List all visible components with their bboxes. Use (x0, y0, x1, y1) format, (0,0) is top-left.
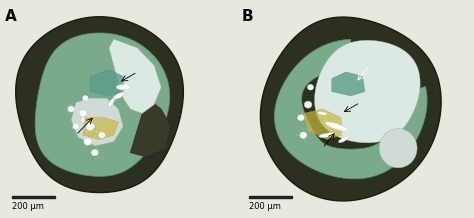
Polygon shape (315, 40, 420, 143)
Polygon shape (16, 17, 183, 192)
Polygon shape (379, 129, 417, 168)
Bar (249, 196, 292, 198)
Polygon shape (109, 39, 161, 113)
Text: 200 μm: 200 μm (12, 202, 44, 211)
Polygon shape (274, 39, 427, 179)
Circle shape (298, 115, 304, 121)
Circle shape (99, 132, 105, 138)
Circle shape (68, 106, 74, 112)
Ellipse shape (113, 93, 124, 99)
Circle shape (300, 132, 307, 138)
Polygon shape (130, 98, 171, 157)
Circle shape (304, 101, 312, 108)
Circle shape (91, 149, 99, 156)
Polygon shape (260, 17, 441, 201)
Circle shape (82, 95, 88, 101)
Ellipse shape (116, 85, 130, 90)
Ellipse shape (325, 122, 348, 131)
Text: A: A (5, 9, 17, 24)
Ellipse shape (318, 112, 327, 115)
Text: B: B (242, 9, 254, 24)
Ellipse shape (338, 136, 349, 143)
Text: 200 μm: 200 μm (249, 202, 281, 211)
Circle shape (73, 124, 79, 129)
Polygon shape (303, 109, 341, 140)
Bar (12, 196, 55, 198)
Polygon shape (71, 98, 123, 146)
Ellipse shape (82, 117, 84, 123)
Ellipse shape (109, 99, 114, 106)
Circle shape (307, 84, 314, 90)
Polygon shape (35, 33, 170, 176)
Circle shape (86, 123, 94, 130)
Polygon shape (83, 118, 118, 140)
Polygon shape (332, 72, 365, 96)
Polygon shape (90, 70, 123, 96)
Circle shape (84, 138, 91, 145)
Circle shape (79, 110, 86, 117)
Ellipse shape (319, 133, 335, 138)
